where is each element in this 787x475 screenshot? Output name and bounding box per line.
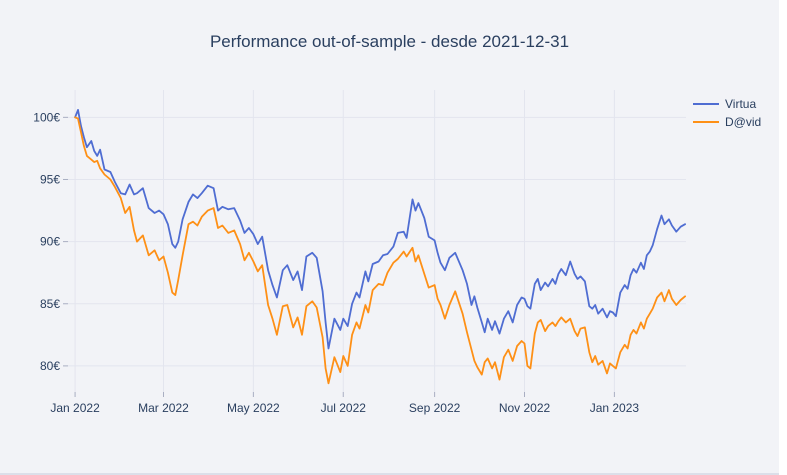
x-tick-label: Nov 2022 (499, 401, 551, 415)
x-tick-label: Jul 2022 (321, 401, 367, 415)
y-tick-label: 85€ (40, 297, 60, 311)
chart-title: Performance out-of-sample - desde 2021-1… (209, 32, 570, 51)
x-tick-label: Mar 2022 (138, 401, 189, 415)
x-tick-label: May 2022 (227, 401, 280, 415)
virtua-line-swatch (693, 103, 719, 105)
series-line-virtua (74, 109, 686, 350)
x-tick-label: Sep 2022 (409, 401, 461, 415)
series-line-d-vid (74, 116, 686, 385)
x-tick-label: Jan 2023 (590, 401, 640, 415)
legend: Virtua D@vid (693, 95, 761, 131)
y-tick-label: 95€ (40, 172, 60, 186)
y-tick-label: 100€ (33, 110, 60, 124)
x-tick-label: Jan 2022 (50, 401, 100, 415)
legend-label-virtua: Virtua (725, 97, 757, 111)
y-tick-label: 90€ (40, 235, 60, 249)
legend-item-david[interactable]: D@vid (693, 113, 761, 131)
legend-item-virtua[interactable]: Virtua (693, 95, 761, 113)
legend-label-david: D@vid (725, 115, 762, 129)
y-tick-label: 80€ (40, 359, 60, 373)
david-line-swatch (693, 121, 719, 123)
